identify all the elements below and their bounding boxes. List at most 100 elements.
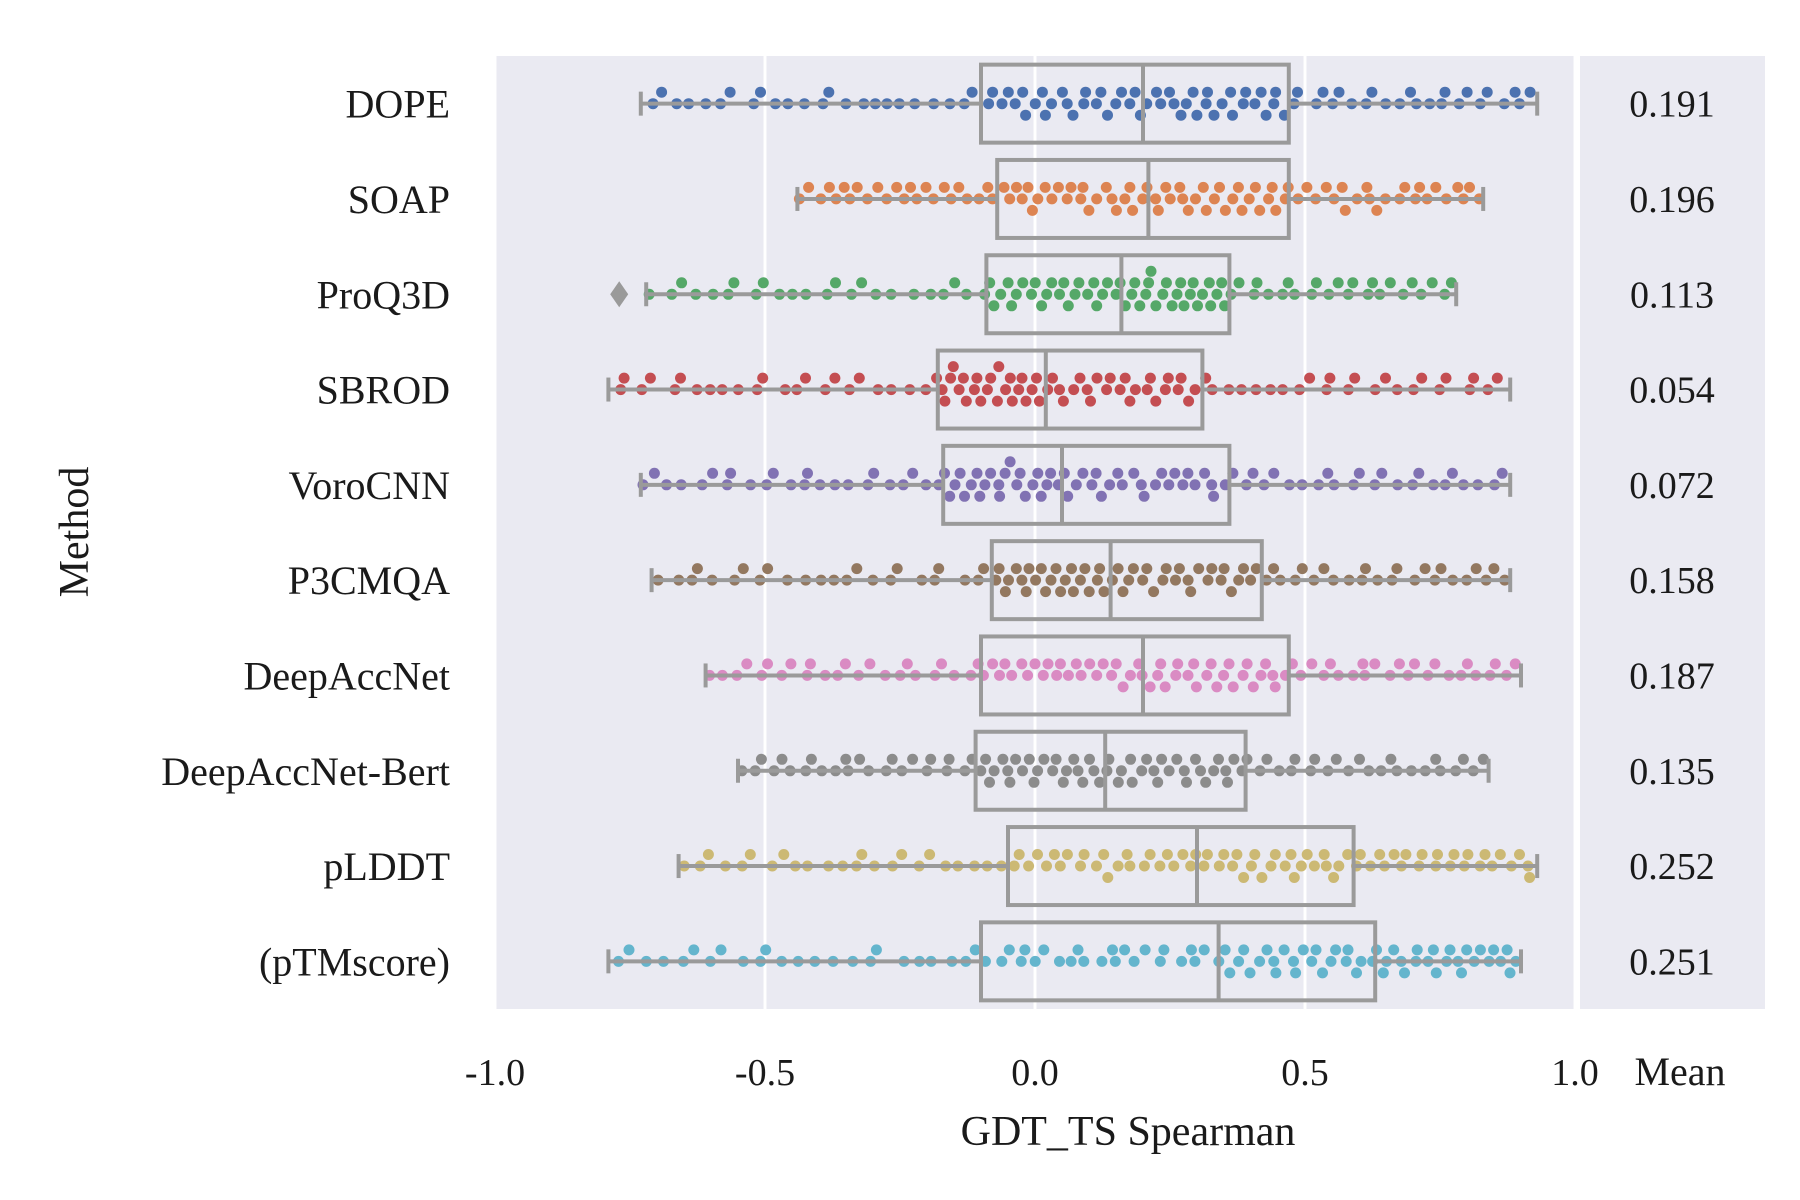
swarm-point bbox=[1023, 753, 1035, 765]
swarm-point bbox=[1112, 563, 1124, 575]
swarm-point bbox=[1013, 849, 1025, 860]
method-label: P3CMQA bbox=[288, 558, 450, 603]
swarm-point bbox=[1208, 109, 1220, 121]
swarm-point bbox=[1243, 193, 1255, 205]
swarm-point bbox=[1037, 669, 1049, 681]
swarm-point bbox=[1038, 753, 1050, 765]
swarm-point bbox=[960, 395, 972, 407]
swarm-point bbox=[864, 658, 876, 670]
swarm-point bbox=[805, 753, 817, 765]
swarm-point bbox=[1233, 277, 1245, 289]
swarm-point bbox=[1185, 860, 1197, 872]
swarm-points bbox=[613, 86, 1536, 979]
swarm-point bbox=[1254, 955, 1266, 967]
swarm-point bbox=[1160, 181, 1172, 193]
swarm-point bbox=[1072, 765, 1084, 777]
swarm-point bbox=[1193, 563, 1205, 575]
swarm-point bbox=[1191, 109, 1203, 121]
swarm-point bbox=[1040, 586, 1052, 598]
swarm-point bbox=[1056, 86, 1068, 98]
swarm-point bbox=[1141, 384, 1153, 396]
swarm-point bbox=[1197, 288, 1208, 300]
swarm-point bbox=[936, 658, 947, 670]
swarm-point bbox=[1249, 98, 1261, 110]
swarm-point bbox=[1145, 265, 1157, 277]
swarm-point bbox=[1216, 277, 1228, 289]
swarm-point bbox=[1318, 849, 1330, 860]
swarm-point bbox=[1172, 384, 1184, 396]
swarm-point bbox=[1227, 681, 1239, 693]
swarm-point bbox=[1029, 98, 1041, 110]
swarm-point bbox=[1101, 384, 1113, 396]
swarm-point bbox=[891, 181, 903, 193]
swarm-point bbox=[1285, 849, 1297, 860]
swarm-point bbox=[1152, 669, 1164, 681]
swarm-point bbox=[1501, 944, 1513, 956]
swarm-point bbox=[1393, 658, 1405, 670]
x-tick-labels: -1.0 -0.5 0.0 0.5 1.0 bbox=[465, 1052, 1599, 1094]
swarm-point bbox=[1128, 955, 1140, 967]
swarm-point bbox=[1474, 944, 1486, 956]
swarm-point bbox=[1198, 860, 1210, 872]
swarm-point bbox=[1190, 193, 1201, 205]
swarm-point bbox=[947, 361, 959, 373]
swarm-point bbox=[1140, 288, 1152, 300]
swarm-point bbox=[1032, 467, 1044, 479]
swarm-point bbox=[1069, 288, 1081, 300]
swarm-point bbox=[1219, 944, 1231, 956]
swarm-point bbox=[1249, 849, 1261, 860]
swarm-point bbox=[760, 944, 772, 956]
swarm-point bbox=[1029, 955, 1041, 967]
swarm-point bbox=[839, 658, 851, 670]
swarm-point bbox=[966, 86, 978, 98]
method-label: SBROD bbox=[317, 368, 450, 413]
swarm-point bbox=[1355, 955, 1367, 967]
swarm-point bbox=[1296, 563, 1308, 575]
swarm-point bbox=[1059, 574, 1071, 586]
swarm-point bbox=[1189, 479, 1201, 491]
swarm-point bbox=[644, 372, 656, 384]
swarm-point bbox=[1223, 658, 1235, 670]
swarm-point bbox=[1026, 288, 1037, 300]
swarm-point bbox=[1066, 563, 1077, 575]
swarm-point bbox=[778, 849, 790, 860]
swarm-point bbox=[1112, 776, 1124, 788]
swarm-point bbox=[1124, 669, 1136, 681]
swarm-point bbox=[1310, 944, 1322, 956]
swarm-point bbox=[1054, 955, 1065, 967]
swarm-point bbox=[1268, 98, 1280, 110]
swarm-point bbox=[1496, 467, 1508, 479]
swarm-point bbox=[991, 395, 1003, 407]
swarm-point bbox=[1110, 204, 1122, 216]
swarm-point bbox=[1023, 563, 1035, 575]
method-label: SOAP bbox=[348, 177, 450, 222]
swarm-point bbox=[1255, 86, 1267, 98]
swarm-point bbox=[1102, 109, 1113, 121]
swarm-point bbox=[676, 277, 688, 289]
swarm-point bbox=[1198, 944, 1210, 956]
swarm-point bbox=[1032, 193, 1044, 205]
swarm-point bbox=[1470, 563, 1482, 575]
swarm-point bbox=[944, 490, 956, 502]
swarm-point bbox=[1406, 277, 1418, 289]
box-plot bbox=[736, 729, 1491, 812]
swarm-point bbox=[1126, 288, 1138, 300]
swarm-point bbox=[1091, 669, 1103, 681]
swarm-point bbox=[1430, 967, 1442, 979]
swarm-point bbox=[1514, 849, 1525, 860]
swarm-point bbox=[1190, 753, 1201, 765]
swarm-point bbox=[1200, 98, 1212, 110]
mean-value: 0.251 bbox=[1629, 941, 1715, 983]
swarm-point bbox=[1139, 944, 1151, 956]
swarm-point bbox=[924, 849, 936, 860]
swarm-point bbox=[1091, 372, 1103, 384]
swarm-point bbox=[1333, 86, 1345, 98]
swarm-point bbox=[1461, 658, 1473, 670]
swarm-point bbox=[1306, 955, 1318, 967]
swarm-point bbox=[757, 277, 769, 289]
mean-column-label: Mean bbox=[1634, 1049, 1725, 1094]
swarm-point bbox=[985, 467, 997, 479]
method-label: DeepAccNet bbox=[243, 653, 450, 698]
swarm-point bbox=[1241, 658, 1253, 670]
